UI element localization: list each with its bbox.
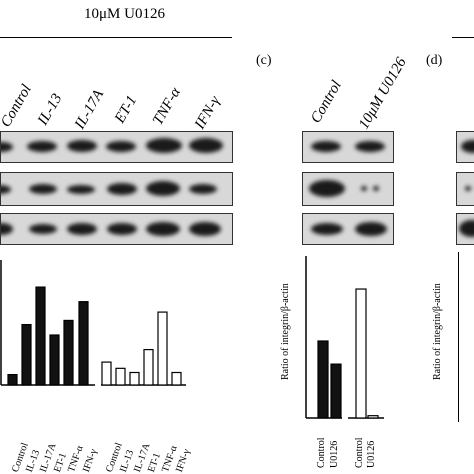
- blot-band: [355, 222, 387, 236]
- panel-b-bar-chart: [0, 260, 186, 386]
- bar-4: [63, 319, 74, 386]
- blot-band: [67, 223, 97, 235]
- panel-c-blot-phospho: [302, 172, 394, 206]
- blot-band: [373, 186, 379, 191]
- bar-11: [171, 371, 182, 386]
- blot-band: [355, 141, 385, 152]
- lane-label-il17a: IL-17A: [72, 87, 108, 132]
- blot-band: [461, 140, 474, 153]
- header-rule-right: [452, 37, 474, 38]
- blot-band: [29, 184, 57, 194]
- panel-d-blot-phospho: [456, 172, 474, 206]
- panel-c-lane-u0126: 10μM U0126: [356, 55, 410, 132]
- lane-label-ifng: IFN-γ: [192, 93, 224, 132]
- bar-1: [330, 363, 342, 419]
- panel-d-blot-integrin: [456, 131, 474, 163]
- bar-6: [101, 361, 112, 386]
- bar-7: [115, 367, 126, 386]
- panel-c-y-label: Ratio of integrin/β-actin: [280, 283, 291, 380]
- bar-3: [367, 415, 379, 419]
- panel-c-bar-chart: [305, 256, 384, 419]
- bar-0: [7, 373, 18, 386]
- panel-d-y-label: Ratio of integrin/β-actin: [432, 283, 443, 380]
- blot-band: [29, 224, 57, 234]
- blot-band: [27, 141, 57, 152]
- x-tick-label: U0126: [329, 440, 340, 468]
- panel-c-lane-control: Control: [308, 78, 345, 126]
- blot-band: [311, 141, 341, 152]
- bar-3: [49, 334, 60, 386]
- header-rule: [0, 37, 232, 38]
- blot-band: [107, 183, 137, 195]
- x-tick-label: Control: [316, 437, 327, 468]
- blot-band: [1, 185, 11, 194]
- blot-band: [1, 142, 13, 152]
- bar-10: [157, 311, 168, 386]
- blot-band: [465, 186, 471, 191]
- lane-label-tnfa: TNF-α: [150, 85, 185, 128]
- blot-strip-phospho: [0, 172, 233, 206]
- x-tick-label: Control: [354, 437, 365, 468]
- lane-label-control: Control: [0, 82, 35, 130]
- panel-c-blot-actin: [302, 213, 394, 245]
- bar-2: [35, 286, 46, 386]
- blot-band: [361, 186, 367, 191]
- blot-band: [311, 223, 343, 235]
- treatment-header: 10μM U0126: [84, 6, 165, 22]
- x-tick-label: U0126: [366, 440, 377, 468]
- bar-5: [78, 301, 89, 386]
- blot-band: [459, 220, 474, 237]
- bar-2: [355, 288, 367, 419]
- bar-1: [21, 323, 32, 386]
- bar-0: [317, 340, 329, 419]
- blot-band: [189, 184, 217, 194]
- panel-d-y-axis: [458, 252, 459, 422]
- lane-label-il13: IL-13: [35, 91, 66, 128]
- blot-band: [67, 140, 97, 152]
- bar-9: [143, 348, 154, 386]
- blot-band: [309, 180, 345, 197]
- lane-label-et1: ET-1: [112, 92, 141, 126]
- bar-8: [129, 371, 140, 386]
- blot-band: [67, 185, 95, 194]
- blot-band: [107, 223, 137, 235]
- panel-c-blot-integrin: [302, 131, 394, 163]
- blot-strip-actin: [0, 213, 233, 245]
- panel-c-label: (c): [256, 53, 272, 68]
- blot-band: [146, 138, 182, 153]
- blot-band: [146, 222, 180, 236]
- blot-band: [146, 181, 180, 196]
- panel-d-blot-actin: [456, 213, 474, 245]
- blot-band: [106, 141, 136, 152]
- blot-band: [189, 138, 223, 153]
- blot-strip-integrin: [0, 131, 233, 163]
- panel-d-label: (d): [426, 53, 443, 68]
- blot-band: [189, 222, 221, 236]
- blot-band: [1, 223, 13, 235]
